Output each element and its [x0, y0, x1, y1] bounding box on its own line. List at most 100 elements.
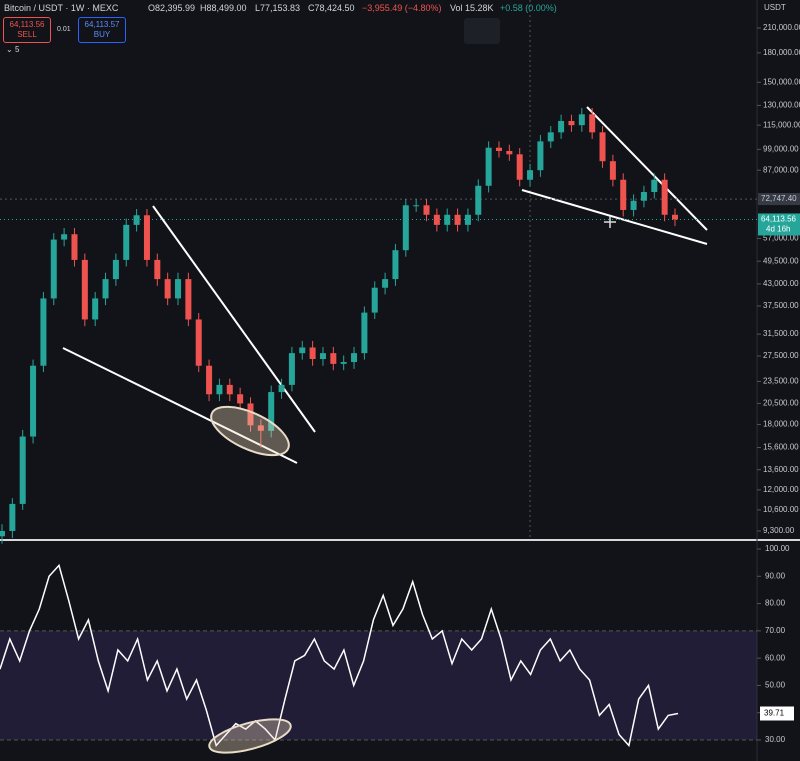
sell-price: 64,113.56 — [9, 20, 45, 29]
y-tick-label: 31,500.00 — [763, 329, 799, 338]
candle-body — [216, 384, 223, 395]
trend-line — [521, 189, 708, 245]
y-tick-label: 13,600.00 — [763, 465, 799, 474]
y-tick-label: 18,000.00 — [763, 420, 799, 429]
indicator-count: 5 — [14, 45, 20, 54]
rsi-tick-label: 50.00 — [765, 681, 786, 690]
y-tick-label: 150,000.00 — [763, 77, 800, 86]
candle-body — [568, 121, 575, 126]
highlight-ellipse — [210, 405, 290, 457]
rsi-tick-label: 30.00 — [765, 735, 786, 744]
candle-body — [175, 279, 182, 299]
candle-body — [309, 347, 316, 360]
highlight-ellipse — [208, 718, 292, 754]
y-tick-label: 15,600.00 — [763, 443, 799, 452]
last-price: 64,113.56 — [761, 215, 797, 224]
sell-label: SELL — [17, 30, 37, 39]
ohlc-high: H88,499.00 — [200, 3, 247, 13]
candle-body — [154, 259, 161, 280]
candle-body — [112, 259, 119, 280]
y-tick-label: 43,000.00 — [763, 279, 799, 288]
candle-body — [40, 298, 47, 366]
layout-button[interactable] — [464, 18, 500, 44]
candle-body — [0, 531, 5, 537]
candle-body — [640, 192, 647, 201]
y-tick-label: 87,000.00 — [763, 165, 799, 174]
candle-body — [257, 425, 264, 431]
rsi-badge — [760, 706, 794, 721]
candle-body — [433, 214, 440, 225]
rsi-tick-label: 70.00 — [765, 626, 786, 635]
candle-body — [143, 215, 150, 260]
currency-label: USDT — [764, 3, 786, 12]
candle-body — [444, 214, 451, 225]
candle-body — [578, 114, 585, 126]
trend-line — [586, 106, 708, 231]
symbol[interactable]: Bitcoin / USDT · 1W · MEXC — [4, 3, 119, 13]
buy-button[interactable]: 64,113.57 BUY — [78, 17, 126, 43]
y-tick-label: 37,500.00 — [763, 301, 799, 310]
crosshair-price: 72,747.40 — [761, 194, 797, 203]
candle-body — [226, 384, 233, 395]
rsi-line — [0, 563, 679, 748]
candle-body — [672, 214, 678, 220]
rsi-tick-label: 80.00 — [765, 599, 786, 608]
cursor-cross — [604, 216, 616, 228]
candle-body — [599, 132, 606, 162]
ohlc-change: −3,955.49 (−4.80%) — [362, 3, 442, 13]
y-tick-label: 23,500.00 — [763, 377, 799, 386]
indicator-toggle[interactable]: ⌄ 5 — [6, 45, 20, 54]
candle-body — [361, 312, 368, 354]
sell-button[interactable]: 64,113.56 SELL — [3, 17, 51, 43]
candle-body — [413, 205, 420, 207]
candle-body — [630, 200, 637, 210]
candle-body — [547, 132, 554, 142]
candle-body — [19, 436, 26, 504]
last-price-badge — [758, 213, 800, 236]
volume: Vol 15.28K — [450, 3, 494, 13]
y-tick-label: 20,500.00 — [763, 399, 799, 408]
y-tick-label: 10,600.00 — [763, 505, 799, 514]
candle-body — [392, 250, 399, 280]
candle-body — [61, 234, 68, 240]
rsi-tick-label: 60.00 — [765, 653, 786, 662]
candle-body — [516, 154, 523, 180]
candle-body — [268, 392, 275, 431]
candle-body — [402, 205, 409, 251]
candle-body — [195, 319, 202, 366]
buy-price: 64,113.57 — [84, 20, 120, 29]
candle-body — [589, 114, 596, 133]
candle-body — [382, 279, 389, 288]
candle-body — [319, 353, 326, 360]
candle-body — [92, 298, 99, 320]
ohlc-low: L77,153.83 — [255, 3, 301, 13]
candle-body — [340, 362, 347, 364]
candle-body — [527, 170, 534, 180]
candle-body — [30, 365, 37, 437]
candle-body — [123, 224, 130, 260]
y-tick-label: 49,500.00 — [763, 256, 799, 265]
candle-body — [620, 179, 627, 210]
trend-line — [62, 347, 298, 464]
y-tick-label: 210,000.00 — [763, 23, 800, 32]
y-tick-label: 180,000.00 — [763, 48, 800, 57]
candle-body — [247, 403, 254, 426]
candle-body — [299, 347, 306, 354]
candle-body — [371, 287, 378, 313]
candle-body — [81, 259, 88, 320]
candle-body — [609, 161, 616, 180]
trend-line — [152, 205, 316, 433]
countdown: 4d 16h — [766, 225, 790, 234]
rsi-band — [0, 630, 757, 740]
candle-body — [454, 214, 461, 225]
rsi-tick-label: 90.00 — [765, 571, 786, 580]
candle-body — [237, 394, 244, 404]
rsi-tick-label: 100.00 — [765, 544, 790, 553]
candle-body — [537, 141, 544, 171]
ohlc-close: C78,424.50 — [308, 3, 355, 13]
y-tick-label: 57,000.00 — [763, 234, 799, 243]
candle-body — [464, 214, 471, 225]
ohlc-open: O82,395.99 — [148, 3, 196, 13]
